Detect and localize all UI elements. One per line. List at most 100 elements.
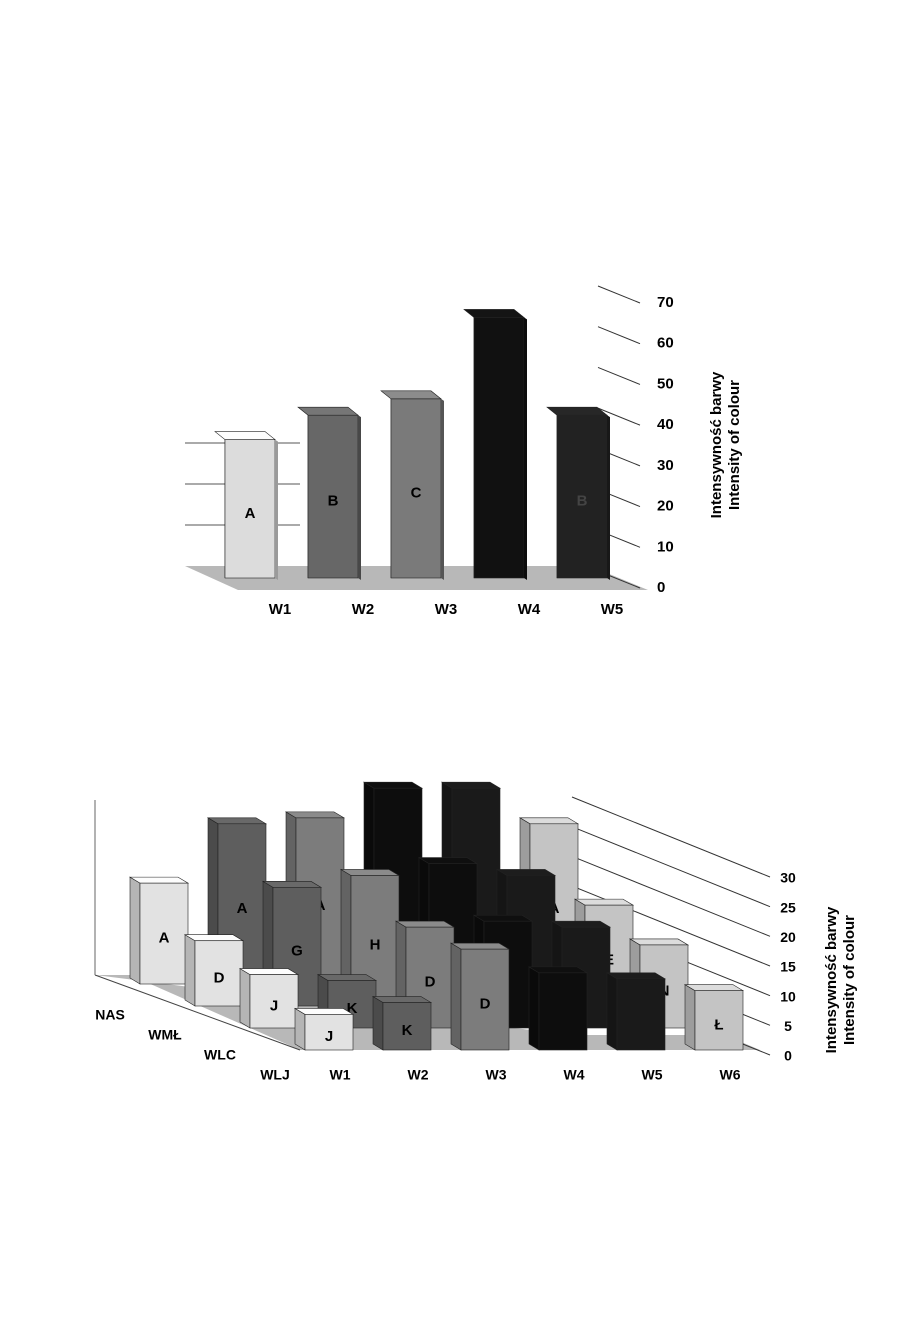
bar-top (284, 811, 346, 819)
y-tick-label: 15 (780, 959, 796, 975)
y-tick-label: 60 (657, 335, 674, 352)
bar-label: A (159, 930, 170, 947)
bar-side (684, 984, 696, 1051)
bar-side (372, 996, 384, 1051)
bar-top (394, 920, 456, 928)
bar-side (275, 439, 278, 580)
series-label: NAS (95, 1007, 125, 1023)
bar-top (683, 984, 745, 991)
x-tick-label: W3 (486, 1067, 507, 1083)
x-tick-label: W6 (720, 1067, 741, 1083)
bar (139, 882, 189, 985)
x-tick-label: W4 (564, 1067, 585, 1083)
y-axis-label: Intensity of colour (726, 380, 743, 510)
bar-side (129, 876, 141, 985)
bar-label: H (370, 937, 381, 954)
bar-label: B (577, 493, 588, 510)
bar-side (441, 398, 444, 580)
bar-label: A (245, 505, 256, 522)
x-tick-label: W5 (642, 1067, 663, 1083)
bar-top (293, 1008, 355, 1015)
bar-top (518, 817, 580, 825)
bar-top (362, 781, 424, 789)
bar-top (573, 898, 635, 906)
y-tick-label: 0 (657, 579, 665, 596)
bar-top (417, 857, 479, 864)
bar-side (184, 934, 196, 1007)
y-tick-label: 30 (657, 457, 674, 474)
bar-top (605, 972, 667, 980)
bar (616, 978, 666, 1051)
y-tick-label: 20 (780, 929, 796, 945)
y-tick-label: 40 (657, 416, 674, 433)
bar (390, 398, 442, 579)
x-tick-label: W5 (601, 601, 624, 618)
bar (556, 414, 608, 579)
bar-label: B (328, 493, 339, 510)
bar-top (297, 406, 359, 416)
bar-top (495, 869, 557, 876)
bar-label: G (291, 943, 303, 960)
tick-line (571, 826, 771, 908)
depth-axis (94, 974, 301, 1051)
y-tick-label: 10 (657, 538, 674, 555)
bar-top (472, 914, 534, 922)
y-axis-label: Intensywność barwy (708, 371, 725, 518)
bar-top (128, 876, 190, 884)
bar (249, 974, 299, 1029)
bar-label: K (402, 1022, 413, 1039)
bar-side (607, 415, 610, 580)
tick-line (597, 407, 641, 426)
y-axis-label: Intensity of colour (841, 915, 858, 1045)
bar (194, 940, 244, 1007)
floor (95, 975, 760, 1050)
bar-side (358, 415, 361, 580)
y-tick-label: 20 (657, 498, 674, 515)
bar (304, 1014, 354, 1051)
bar-label: D (214, 969, 225, 986)
tick-line (571, 855, 771, 937)
bar (694, 990, 744, 1051)
y-tick-label: 25 (780, 899, 796, 915)
bar-top (463, 309, 525, 318)
x-tick-label: W1 (330, 1067, 351, 1083)
y-tick-label: 0 (784, 1048, 792, 1064)
y-tick-label: 5 (784, 1018, 792, 1034)
y-tick-label: 10 (780, 988, 796, 1004)
bar-label: J (325, 1028, 333, 1045)
bar-top (206, 817, 268, 825)
bar-top (380, 390, 442, 400)
y-tick-label: 30 (780, 870, 796, 886)
x-tick-label: W2 (408, 1067, 429, 1083)
x-tick-label: W3 (435, 601, 458, 618)
bar-top (183, 934, 245, 942)
bar-label: K (347, 1000, 358, 1017)
bar-top (371, 996, 433, 1003)
bar-top (261, 881, 323, 888)
tick-line (597, 285, 641, 304)
bar-side (528, 966, 540, 1051)
bar (382, 1002, 432, 1051)
bar-label: J (270, 997, 278, 1014)
y-axis-label: Intensywność barwy (823, 906, 840, 1053)
bar-label: A (237, 900, 248, 917)
bar-side (239, 968, 251, 1029)
x-tick-label: W4 (518, 601, 541, 618)
bar-top (440, 781, 502, 789)
bar-side (524, 317, 527, 580)
bar (460, 948, 510, 1051)
bar-top (238, 968, 300, 975)
bar-label: C (411, 484, 422, 501)
bar-top (628, 938, 690, 946)
bar-top (550, 920, 612, 928)
series-label: WLJ (260, 1067, 290, 1083)
y-tick-label: 70 (657, 294, 674, 311)
bar (224, 439, 276, 579)
bar-top (214, 431, 276, 440)
bar-top (339, 869, 401, 876)
y-tick-label: 50 (657, 375, 674, 392)
tick-line (597, 366, 641, 385)
bar-label: D (425, 974, 436, 991)
